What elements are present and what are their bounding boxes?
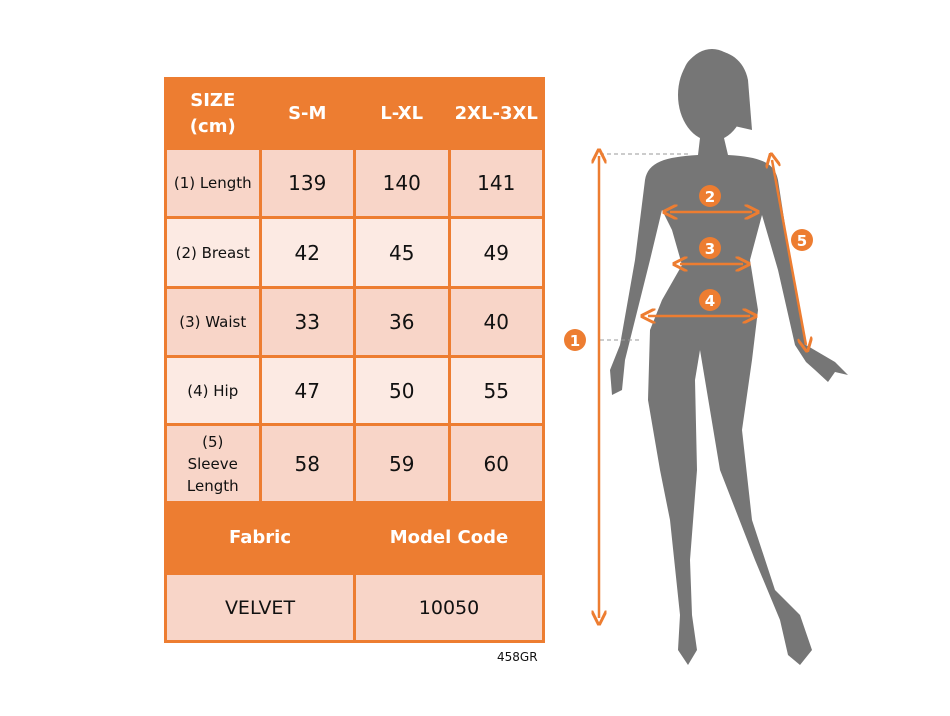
cell: 42	[258, 216, 356, 289]
marker-circle	[564, 329, 586, 351]
marker-circle	[791, 229, 813, 251]
table-row: (1) Length 139 140 141	[164, 147, 545, 219]
row-label: (5) Sleeve Length	[164, 423, 262, 504]
table-row: (5) Sleeve Length 58 59 60	[164, 423, 545, 504]
header-2xl-3xl: 2XL-3XL	[447, 77, 545, 150]
header-size: SIZE (cm)	[164, 77, 262, 150]
marker-1: 1	[570, 332, 580, 350]
model-code-value: 10050	[353, 572, 545, 643]
cell: 49	[447, 216, 545, 289]
cell: 58	[258, 423, 356, 504]
cell: 140	[353, 147, 451, 219]
footer-values-row: VELVET 10050	[164, 572, 545, 643]
marker-circle	[699, 185, 721, 207]
row-label: (1) Length	[164, 147, 262, 219]
cell: 45	[353, 216, 451, 289]
row-label: (4) Hip	[164, 355, 262, 426]
header-model-code: Model Code	[353, 501, 545, 575]
cell: 50	[353, 355, 451, 426]
header-s-m: S-M	[258, 77, 356, 150]
cell: 33	[258, 286, 356, 358]
cell: 60	[447, 423, 545, 504]
row-label: (3) Waist	[164, 286, 262, 358]
marker-circle	[699, 289, 721, 311]
cell: 59	[353, 423, 451, 504]
header-fabric: Fabric	[164, 501, 356, 575]
cell: 55	[447, 355, 545, 426]
header-l-xl: L-XL	[353, 77, 451, 150]
table-row: (2) Breast 42 45 49	[164, 216, 545, 289]
marker-circle	[699, 237, 721, 259]
product-code: 458GR	[497, 650, 538, 664]
table-header-row: SIZE (cm) S-M L-XL 2XL-3XL	[164, 77, 545, 150]
table-row: (4) Hip 47 50 55	[164, 355, 545, 426]
marker-3: 3	[705, 240, 715, 258]
cell: 47	[258, 355, 356, 426]
footer-header-row: Fabric Model Code	[164, 501, 545, 575]
sleeve-arrow	[772, 160, 806, 345]
size-table: SIZE (cm) S-M L-XL 2XL-3XL (1) Length 13…	[164, 77, 545, 643]
silhouette-icon	[610, 49, 848, 665]
cell: 139	[258, 147, 356, 219]
cell: 40	[447, 286, 545, 358]
marker-5: 5	[797, 232, 807, 250]
row-label: (2) Breast	[164, 216, 262, 289]
marker-4: 4	[705, 292, 715, 310]
table-row: (3) Waist 33 36 40	[164, 286, 545, 358]
cell: 141	[447, 147, 545, 219]
marker-2: 2	[705, 188, 715, 206]
cell: 36	[353, 286, 451, 358]
fabric-value: VELVET	[164, 572, 356, 643]
